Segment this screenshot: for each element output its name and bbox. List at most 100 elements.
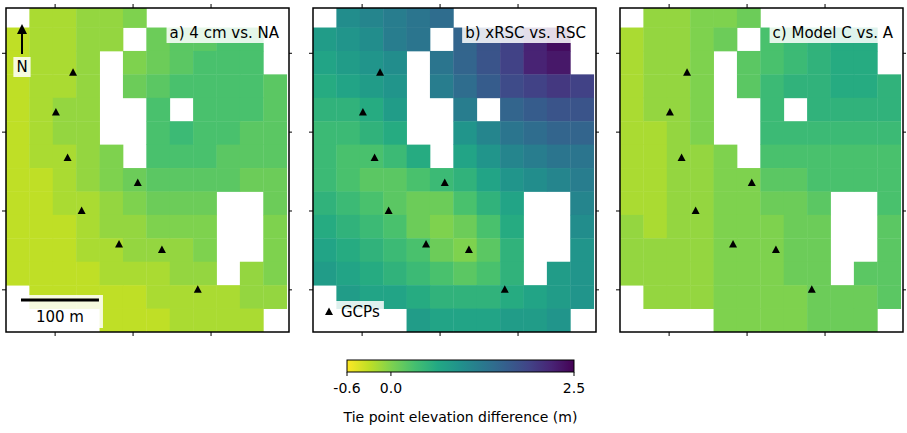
cell xyxy=(123,285,147,309)
cell xyxy=(216,121,240,145)
cell xyxy=(216,309,240,332)
y-tick xyxy=(903,289,906,290)
cell xyxy=(240,262,264,286)
cell xyxy=(430,8,454,28)
cell xyxy=(877,262,901,286)
cell xyxy=(360,238,384,262)
gcp-marker xyxy=(134,178,142,186)
cell xyxy=(620,51,644,75)
cell xyxy=(784,51,808,75)
colorbar: -0.60.02.5Tie point elevation difference… xyxy=(333,360,585,425)
y-tick xyxy=(289,53,292,54)
cell xyxy=(807,215,831,239)
x-tick xyxy=(55,4,56,8)
cell xyxy=(667,98,691,122)
cell xyxy=(500,121,524,145)
cell xyxy=(690,145,714,169)
gcp-marker xyxy=(772,246,780,254)
cell xyxy=(760,145,784,169)
cell xyxy=(407,309,431,332)
cell xyxy=(570,191,594,215)
cell xyxy=(193,285,217,309)
cell xyxy=(53,145,77,169)
cell xyxy=(690,121,714,145)
cell xyxy=(430,285,454,309)
cell xyxy=(193,191,217,215)
y-tick xyxy=(309,289,313,290)
cell xyxy=(547,145,571,169)
cell xyxy=(737,238,761,262)
cell xyxy=(336,262,360,286)
x-tick xyxy=(669,4,670,8)
cell xyxy=(383,238,407,262)
x-tick xyxy=(518,332,519,336)
cell xyxy=(500,309,524,332)
x-tick xyxy=(211,332,212,336)
cell xyxy=(76,168,100,192)
figure: a) 4 cm vs. NAN100 mb) xRSC vs. RSCGCPsc… xyxy=(0,0,907,433)
cell xyxy=(123,51,147,75)
y-tick xyxy=(289,289,292,290)
cell xyxy=(477,215,501,239)
cell xyxy=(383,28,407,52)
cell xyxy=(263,98,287,122)
cell xyxy=(263,285,287,309)
cell xyxy=(854,98,878,122)
y-tick xyxy=(289,132,292,133)
cell xyxy=(453,145,477,169)
cell xyxy=(53,74,77,98)
cell xyxy=(477,121,501,145)
cell xyxy=(170,145,194,169)
gcp-marker xyxy=(52,108,60,116)
cell xyxy=(336,121,360,145)
cell xyxy=(146,238,170,262)
cell xyxy=(336,28,360,52)
cell xyxy=(784,145,808,169)
gcp-marker xyxy=(385,206,393,214)
cell xyxy=(53,168,77,192)
cell xyxy=(523,309,547,332)
gcp-marker xyxy=(748,178,756,186)
cell xyxy=(313,191,337,215)
cell xyxy=(690,74,714,98)
cell xyxy=(760,309,784,332)
cell xyxy=(807,262,831,286)
cell xyxy=(53,121,77,145)
cell xyxy=(784,74,808,98)
cell xyxy=(690,168,714,192)
cell xyxy=(570,262,594,286)
cell xyxy=(123,191,147,215)
cell xyxy=(407,168,431,192)
cell xyxy=(170,309,194,332)
panel: c) Model C vs. A xyxy=(616,4,906,336)
label-patch xyxy=(770,23,897,43)
colorbar-tick-label: -0.6 xyxy=(333,380,360,396)
cell xyxy=(830,145,854,169)
cell xyxy=(6,74,30,98)
cell xyxy=(477,51,501,75)
panel-title: c) Model C vs. A xyxy=(773,24,894,42)
cell xyxy=(383,51,407,75)
cell xyxy=(877,215,901,239)
cell xyxy=(667,238,691,262)
gcp-marker xyxy=(376,68,384,76)
y-tick xyxy=(2,132,6,133)
cell xyxy=(6,238,30,262)
cell xyxy=(100,145,124,169)
cell xyxy=(383,215,407,239)
cell xyxy=(53,262,77,286)
cell xyxy=(760,74,784,98)
cell xyxy=(430,215,454,239)
cell xyxy=(336,168,360,192)
cell xyxy=(193,74,217,98)
cell xyxy=(76,74,100,98)
cell xyxy=(407,28,431,52)
panel: a) 4 cm vs. NAN100 m xyxy=(2,4,292,336)
gcp-marker xyxy=(194,285,202,293)
cell xyxy=(570,98,594,122)
cell xyxy=(570,238,594,262)
cell xyxy=(53,8,77,28)
gcp-marker xyxy=(69,68,77,76)
cell xyxy=(784,121,808,145)
cell xyxy=(807,98,831,122)
